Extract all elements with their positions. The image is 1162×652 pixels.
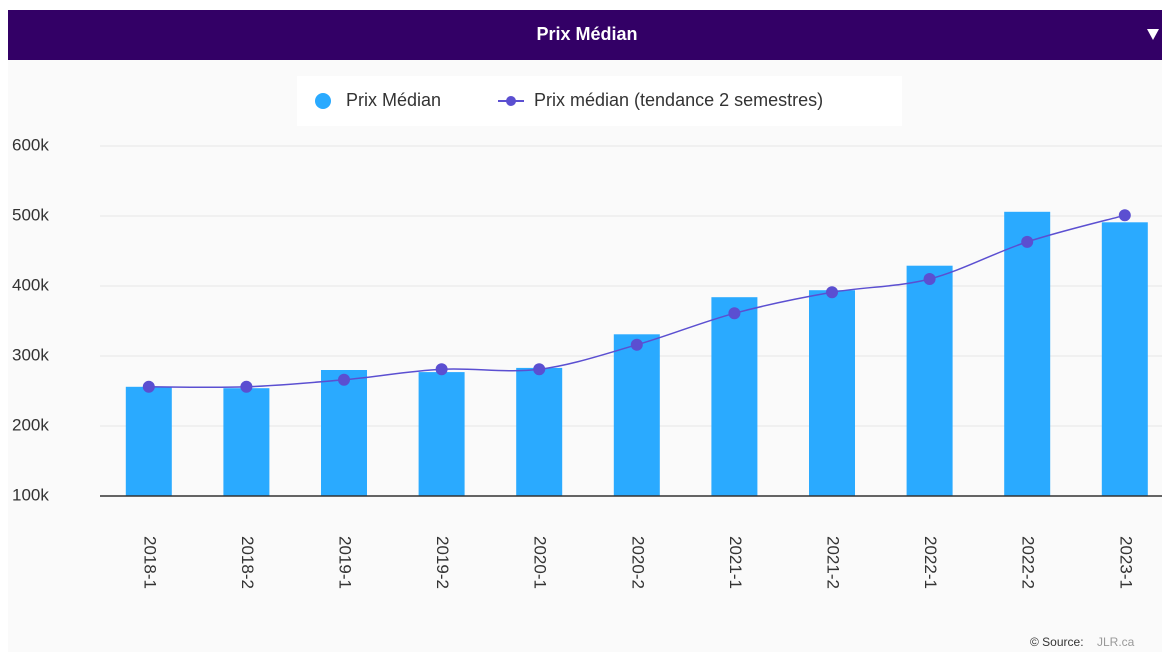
- trend-point: [533, 363, 546, 376]
- x-tick-label: 2020-1: [531, 536, 550, 589]
- chart-title: Prix Médian: [536, 24, 637, 44]
- bar: [1004, 211, 1051, 497]
- x-tick-label: 2022-2: [1019, 536, 1038, 589]
- trend-point: [630, 338, 643, 351]
- source-label: © Source:: [1030, 635, 1084, 649]
- x-tick-label: 2018-2: [238, 536, 257, 589]
- legend-label: Prix médian (tendance 2 semestres): [534, 90, 823, 110]
- x-tick-label: 2018-1: [140, 536, 159, 589]
- legend-box: [297, 76, 902, 126]
- menu-icon[interactable]: [1147, 29, 1159, 40]
- y-tick-label: 600k: [12, 135, 49, 154]
- bar: [321, 370, 367, 496]
- trend-point: [142, 380, 155, 393]
- bar: [809, 290, 855, 496]
- header-bar: [8, 10, 1162, 60]
- x-tick-label: 2022-1: [921, 536, 940, 589]
- bar: [125, 386, 172, 496]
- x-tick-label: 2021-1: [726, 536, 745, 589]
- source-link[interactable]: JLR.ca: [1097, 635, 1135, 649]
- y-tick-label: 500k: [12, 205, 49, 224]
- x-tick-label: 2019-2: [433, 536, 452, 589]
- trend-point: [923, 273, 936, 285]
- legend-label: Prix Médian: [346, 90, 441, 110]
- trend-point: [728, 307, 741, 320]
- y-tick-label: 100k: [12, 485, 49, 504]
- bar: [223, 388, 270, 496]
- y-tick-label: 300k: [12, 345, 49, 364]
- x-tick-label: 2021-2: [824, 536, 843, 589]
- x-tick-label: 2020-2: [628, 536, 647, 589]
- trend-point: [240, 380, 253, 393]
- bar: [906, 265, 953, 496]
- bar: [711, 297, 758, 496]
- legend-swatch: [315, 93, 331, 109]
- bar: [418, 372, 465, 496]
- trend-point: [826, 286, 838, 299]
- y-tick-label: 400k: [12, 275, 49, 294]
- legend-swatch: [506, 96, 516, 106]
- trend-point: [435, 363, 448, 376]
- y-tick-label: 200k: [12, 415, 49, 434]
- x-tick-label: 2023-1: [1116, 536, 1135, 589]
- bar: [516, 367, 563, 496]
- trend-point: [1021, 235, 1034, 248]
- bar: [1101, 222, 1148, 497]
- bar: [613, 334, 660, 496]
- x-tick-label: 2019-1: [336, 536, 355, 589]
- trend-point: [1118, 209, 1131, 222]
- trend-point: [338, 373, 350, 386]
